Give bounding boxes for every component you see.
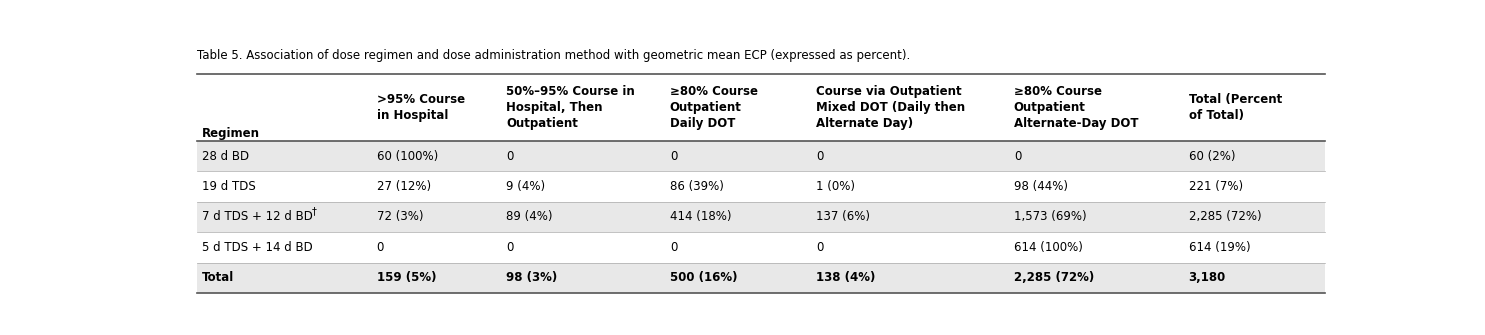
Bar xyxy=(198,141,1325,171)
Text: 0: 0 xyxy=(506,149,514,162)
Text: 9 (4%): 9 (4%) xyxy=(506,180,545,193)
Text: 28 d BD: 28 d BD xyxy=(202,149,249,162)
Text: 138 (4%): 138 (4%) xyxy=(817,271,876,284)
Text: 137 (6%): 137 (6%) xyxy=(817,210,870,223)
Text: Regimen: Regimen xyxy=(202,127,260,139)
Text: 27 (12%): 27 (12%) xyxy=(377,180,431,193)
Text: 0: 0 xyxy=(670,149,677,162)
Bar xyxy=(198,232,1325,263)
Bar xyxy=(198,263,1325,293)
Text: ≥80% Course
Outpatient
Alternate-Day DOT: ≥80% Course Outpatient Alternate-Day DOT xyxy=(1014,85,1139,130)
Text: 86 (39%): 86 (39%) xyxy=(670,180,723,193)
Text: †: † xyxy=(312,206,318,216)
Text: 0: 0 xyxy=(817,241,824,254)
Text: 72 (3%): 72 (3%) xyxy=(377,210,423,223)
Text: 0: 0 xyxy=(377,241,385,254)
Text: 89 (4%): 89 (4%) xyxy=(506,210,552,223)
Text: 0: 0 xyxy=(1014,149,1022,162)
Text: 0: 0 xyxy=(817,149,824,162)
Text: 2,285 (72%): 2,285 (72%) xyxy=(1188,210,1261,223)
Text: Total (Percent
of Total): Total (Percent of Total) xyxy=(1188,93,1282,122)
Text: 1,573 (69%): 1,573 (69%) xyxy=(1014,210,1087,223)
Text: 614 (19%): 614 (19%) xyxy=(1188,241,1250,254)
Bar xyxy=(198,171,1325,202)
Text: 2,285 (72%): 2,285 (72%) xyxy=(1014,271,1094,284)
Text: 0: 0 xyxy=(506,241,514,254)
Text: 98 (3%): 98 (3%) xyxy=(506,271,557,284)
Text: ≥80% Course
Outpatient
Daily DOT: ≥80% Course Outpatient Daily DOT xyxy=(670,85,757,130)
Text: 3,180: 3,180 xyxy=(1188,271,1225,284)
Text: 50%–95% Course in
Hospital, Then
Outpatient: 50%–95% Course in Hospital, Then Outpati… xyxy=(506,85,636,130)
Text: 614 (100%): 614 (100%) xyxy=(1014,241,1083,254)
Text: 7 d TDS + 12 d BD: 7 d TDS + 12 d BD xyxy=(202,210,313,223)
Text: 19 d TDS: 19 d TDS xyxy=(202,180,255,193)
Text: 0: 0 xyxy=(670,241,677,254)
Text: Table 5. Association of dose regimen and dose administration method with geometr: Table 5. Association of dose regimen and… xyxy=(198,49,910,62)
Text: 500 (16%): 500 (16%) xyxy=(670,271,737,284)
Text: 159 (5%): 159 (5%) xyxy=(377,271,437,284)
Text: 1 (0%): 1 (0%) xyxy=(817,180,855,193)
Text: 60 (2%): 60 (2%) xyxy=(1188,149,1236,162)
Text: 414 (18%): 414 (18%) xyxy=(670,210,731,223)
Text: 5 d TDS + 14 d BD: 5 d TDS + 14 d BD xyxy=(202,241,312,254)
Text: 221 (7%): 221 (7%) xyxy=(1188,180,1243,193)
Text: Course via Outpatient
Mixed DOT (Daily then
Alternate Day): Course via Outpatient Mixed DOT (Daily t… xyxy=(817,85,965,130)
Text: 60 (100%): 60 (100%) xyxy=(377,149,438,162)
Text: 98 (44%): 98 (44%) xyxy=(1014,180,1068,193)
Text: Total: Total xyxy=(202,271,235,284)
Bar xyxy=(198,202,1325,232)
Text: >95% Course
in Hospital: >95% Course in Hospital xyxy=(377,93,465,122)
